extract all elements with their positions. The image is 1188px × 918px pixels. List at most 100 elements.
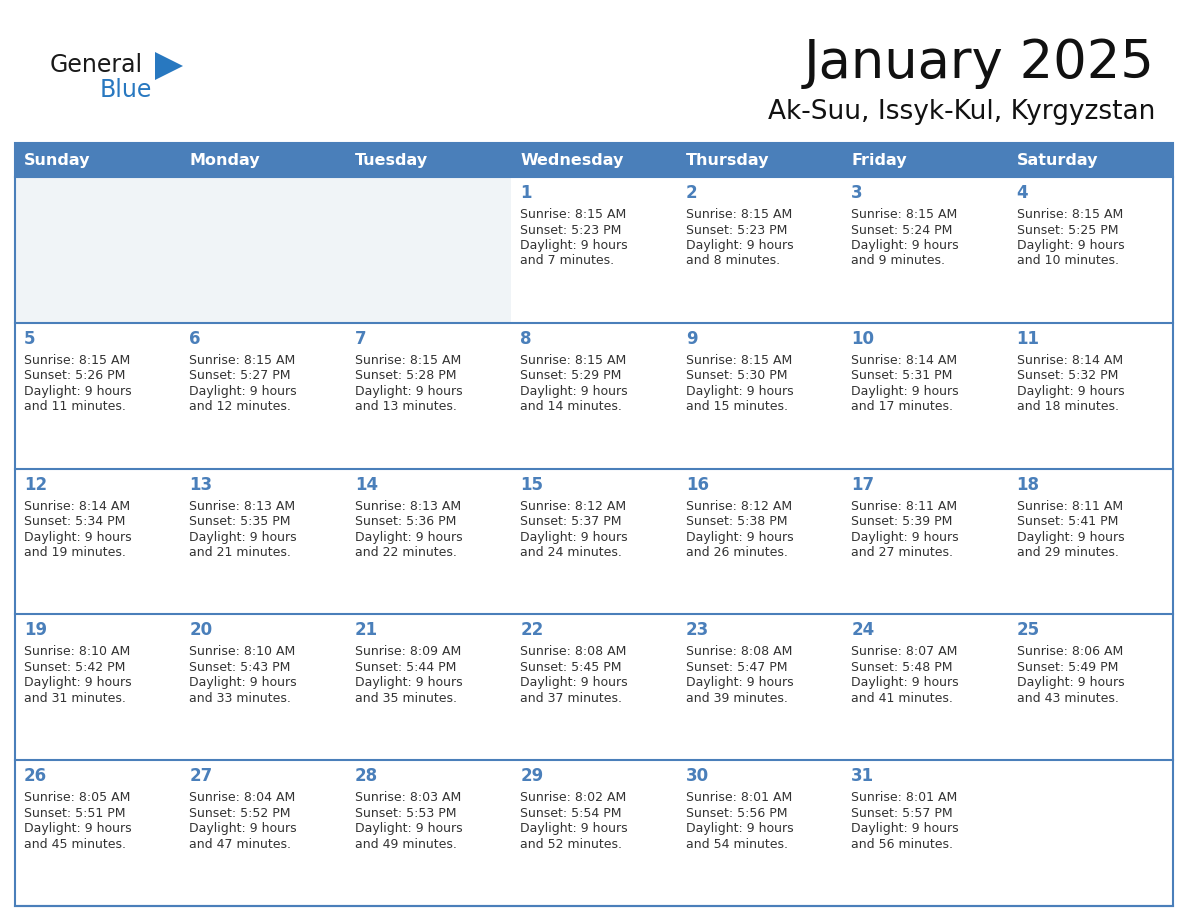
Text: 8: 8: [520, 330, 532, 348]
Text: Sunset: 5:38 PM: Sunset: 5:38 PM: [685, 515, 788, 528]
Text: Daylight: 9 hours: Daylight: 9 hours: [24, 677, 132, 689]
Text: and 52 minutes.: and 52 minutes.: [520, 838, 623, 851]
Text: Sunrise: 8:15 AM: Sunrise: 8:15 AM: [520, 208, 626, 221]
Text: Daylight: 9 hours: Daylight: 9 hours: [685, 385, 794, 397]
Bar: [15, 143, 181, 177]
Bar: [1007, 177, 1173, 323]
Text: Sunrise: 8:04 AM: Sunrise: 8:04 AM: [189, 791, 296, 804]
Text: Sunset: 5:57 PM: Sunset: 5:57 PM: [851, 807, 953, 820]
Text: and 15 minutes.: and 15 minutes.: [685, 400, 788, 413]
Bar: [677, 760, 842, 906]
Text: and 56 minutes.: and 56 minutes.: [851, 838, 953, 851]
Text: 19: 19: [24, 621, 48, 640]
Bar: [1007, 760, 1173, 906]
Text: 25: 25: [1017, 621, 1040, 640]
Text: and 24 minutes.: and 24 minutes.: [520, 546, 623, 559]
Text: and 41 minutes.: and 41 minutes.: [851, 692, 953, 705]
Bar: [677, 614, 842, 760]
Bar: [511, 468, 677, 614]
Bar: [346, 143, 511, 177]
Text: Sunrise: 8:13 AM: Sunrise: 8:13 AM: [189, 499, 296, 512]
Text: Sunset: 5:25 PM: Sunset: 5:25 PM: [1017, 223, 1118, 237]
Bar: [15, 614, 181, 760]
Text: Sunrise: 8:11 AM: Sunrise: 8:11 AM: [1017, 499, 1123, 512]
Bar: [511, 614, 677, 760]
Text: 4: 4: [1017, 184, 1028, 202]
Text: and 21 minutes.: and 21 minutes.: [189, 546, 291, 559]
Bar: [842, 323, 1007, 468]
Text: Sunrise: 8:13 AM: Sunrise: 8:13 AM: [355, 499, 461, 512]
Text: January 2025: January 2025: [804, 37, 1155, 89]
Text: and 29 minutes.: and 29 minutes.: [1017, 546, 1118, 559]
Text: General: General: [50, 53, 143, 77]
Text: Sunrise: 8:14 AM: Sunrise: 8:14 AM: [24, 499, 131, 512]
Text: Sunset: 5:54 PM: Sunset: 5:54 PM: [520, 807, 621, 820]
Text: and 17 minutes.: and 17 minutes.: [851, 400, 953, 413]
Bar: [181, 177, 346, 323]
Text: and 18 minutes.: and 18 minutes.: [1017, 400, 1119, 413]
Text: Sunset: 5:32 PM: Sunset: 5:32 PM: [1017, 369, 1118, 382]
Text: 14: 14: [355, 476, 378, 494]
Text: and 37 minutes.: and 37 minutes.: [520, 692, 623, 705]
Text: Sunset: 5:23 PM: Sunset: 5:23 PM: [685, 223, 788, 237]
Text: Sunset: 5:27 PM: Sunset: 5:27 PM: [189, 369, 291, 382]
Text: and 49 minutes.: and 49 minutes.: [355, 838, 456, 851]
Text: Sunrise: 8:05 AM: Sunrise: 8:05 AM: [24, 791, 131, 804]
Bar: [181, 323, 346, 468]
Bar: [15, 323, 181, 468]
Text: Daylight: 9 hours: Daylight: 9 hours: [1017, 677, 1124, 689]
Text: Sunrise: 8:08 AM: Sunrise: 8:08 AM: [520, 645, 626, 658]
Text: Sunset: 5:31 PM: Sunset: 5:31 PM: [851, 369, 953, 382]
Text: 3: 3: [851, 184, 862, 202]
Text: 15: 15: [520, 476, 543, 494]
Text: and 54 minutes.: and 54 minutes.: [685, 838, 788, 851]
Text: 21: 21: [355, 621, 378, 640]
Text: and 35 minutes.: and 35 minutes.: [355, 692, 457, 705]
Text: Sunrise: 8:15 AM: Sunrise: 8:15 AM: [520, 353, 626, 367]
Text: Sunset: 5:42 PM: Sunset: 5:42 PM: [24, 661, 126, 674]
Text: 1: 1: [520, 184, 532, 202]
Text: Ak-Suu, Issyk-Kul, Kyrgyzstan: Ak-Suu, Issyk-Kul, Kyrgyzstan: [767, 99, 1155, 125]
Text: Sunset: 5:48 PM: Sunset: 5:48 PM: [851, 661, 953, 674]
Bar: [15, 760, 181, 906]
Text: Sunrise: 8:06 AM: Sunrise: 8:06 AM: [1017, 645, 1123, 658]
Text: 17: 17: [851, 476, 874, 494]
Text: Sunrise: 8:10 AM: Sunrise: 8:10 AM: [189, 645, 296, 658]
Text: 12: 12: [24, 476, 48, 494]
Bar: [511, 323, 677, 468]
Text: and 31 minutes.: and 31 minutes.: [24, 692, 126, 705]
Bar: [15, 143, 1173, 906]
Text: Sunrise: 8:12 AM: Sunrise: 8:12 AM: [520, 499, 626, 512]
Text: 27: 27: [189, 767, 213, 785]
Text: Sunrise: 8:11 AM: Sunrise: 8:11 AM: [851, 499, 958, 512]
Text: Daylight: 9 hours: Daylight: 9 hours: [685, 823, 794, 835]
Text: Daylight: 9 hours: Daylight: 9 hours: [851, 531, 959, 543]
Text: Sunset: 5:24 PM: Sunset: 5:24 PM: [851, 223, 953, 237]
Text: 31: 31: [851, 767, 874, 785]
Bar: [1007, 468, 1173, 614]
Text: Daylight: 9 hours: Daylight: 9 hours: [1017, 239, 1124, 252]
Bar: [1007, 323, 1173, 468]
Text: Daylight: 9 hours: Daylight: 9 hours: [355, 677, 462, 689]
Text: Saturday: Saturday: [1017, 152, 1098, 167]
Bar: [15, 177, 181, 323]
Text: and 10 minutes.: and 10 minutes.: [1017, 254, 1119, 267]
Text: Daylight: 9 hours: Daylight: 9 hours: [189, 823, 297, 835]
Text: and 22 minutes.: and 22 minutes.: [355, 546, 456, 559]
Bar: [511, 177, 677, 323]
Text: and 13 minutes.: and 13 minutes.: [355, 400, 456, 413]
Text: 16: 16: [685, 476, 709, 494]
Text: and 12 minutes.: and 12 minutes.: [189, 400, 291, 413]
Bar: [346, 468, 511, 614]
Text: 28: 28: [355, 767, 378, 785]
Text: 29: 29: [520, 767, 544, 785]
Text: Sunrise: 8:03 AM: Sunrise: 8:03 AM: [355, 791, 461, 804]
Text: Sunset: 5:37 PM: Sunset: 5:37 PM: [520, 515, 621, 528]
Text: and 19 minutes.: and 19 minutes.: [24, 546, 126, 559]
Text: Sunset: 5:28 PM: Sunset: 5:28 PM: [355, 369, 456, 382]
Bar: [346, 323, 511, 468]
Text: Daylight: 9 hours: Daylight: 9 hours: [355, 531, 462, 543]
Text: and 47 minutes.: and 47 minutes.: [189, 838, 291, 851]
Text: Sunrise: 8:14 AM: Sunrise: 8:14 AM: [1017, 353, 1123, 367]
Text: Daylight: 9 hours: Daylight: 9 hours: [851, 823, 959, 835]
